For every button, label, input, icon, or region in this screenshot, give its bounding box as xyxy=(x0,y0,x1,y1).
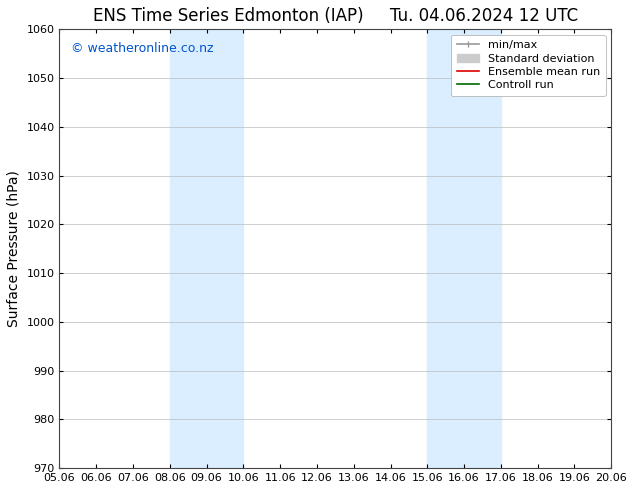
Title: ENS Time Series Edmonton (IAP)     Tu. 04.06.2024 12 UTC: ENS Time Series Edmonton (IAP) Tu. 04.06… xyxy=(93,7,578,25)
Text: © weatheronline.co.nz: © weatheronline.co.nz xyxy=(70,43,213,55)
Y-axis label: Surface Pressure (hPa): Surface Pressure (hPa) xyxy=(7,171,21,327)
Bar xyxy=(170,29,243,468)
Legend: min/max, Standard deviation, Ensemble mean run, Controll run: min/max, Standard deviation, Ensemble me… xyxy=(451,35,605,96)
Bar xyxy=(427,29,501,468)
